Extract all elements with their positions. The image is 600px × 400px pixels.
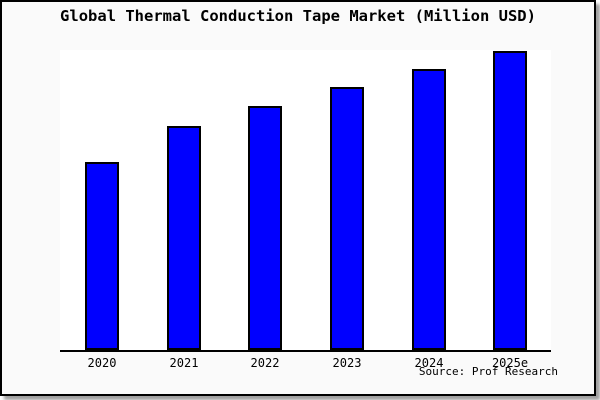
x-axis-label-2025e: 2025e <box>491 356 529 370</box>
x-axis-label-2020: 2020 <box>87 356 117 370</box>
bar-2022 <box>248 106 282 350</box>
bar-2023 <box>330 87 364 350</box>
bar-2025e <box>493 51 527 350</box>
bar-2020 <box>85 162 119 350</box>
x-axis-label-2022: 2022 <box>250 356 280 370</box>
source-label: Source: Prof Research <box>418 365 558 378</box>
chart-title: Global Thermal Conduction Tape Market (M… <box>60 7 536 25</box>
x-axis-label-2023: 2023 <box>332 356 362 370</box>
x-axis-label-2024: 2024 <box>414 356 444 370</box>
plot-area <box>60 50 551 352</box>
x-axis-label-2021: 2021 <box>169 356 199 370</box>
bar-2024 <box>412 69 446 350</box>
bar-2021 <box>167 126 201 350</box>
